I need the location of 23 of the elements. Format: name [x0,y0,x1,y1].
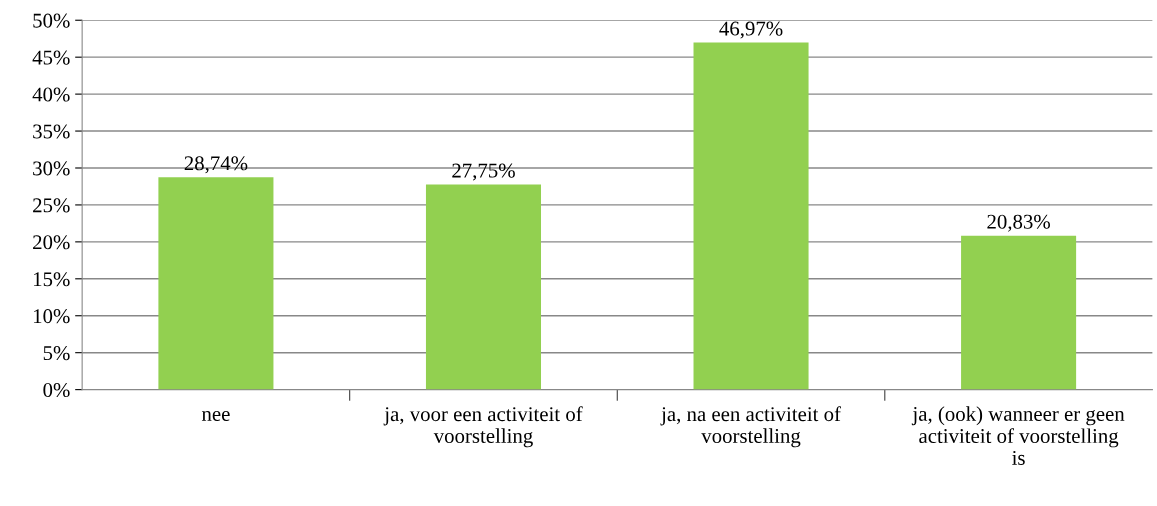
y-tick-label: 15% [33,272,70,287]
y-tick-label: 20% [33,235,70,250]
x-tick-label: ja, voor een activiteit of voorstelling [383,406,583,448]
x-tick-label: nee [201,410,230,421]
data-label: 28,74% [184,156,248,174]
y-tick-label: 30% [33,161,70,176]
y-tick-label: 50% [33,13,70,28]
data-label: 27,75% [452,163,515,181]
y-tick-label: 45% [32,50,70,65]
data-label: 20,83% [987,214,1050,232]
bar [693,42,809,390]
bar [425,184,542,390]
data-label: 46,97% [719,21,783,39]
y-tick-label: 25% [33,198,70,213]
y-tick-label: 40% [32,87,70,102]
x-tick-label: ja, (ook) wanneer er geen activiteit of voorstelling is [911,406,1125,465]
y-tick-label: 0% [43,382,70,398]
bar [158,177,274,390]
bar [961,235,1077,390]
y-tick-label: 35% [33,124,70,139]
x-tick-label: ja, na een activiteit of voorstelling [660,406,841,448]
y-tick-label: 10% [33,309,70,324]
y-tick-label: 5% [43,346,70,361]
